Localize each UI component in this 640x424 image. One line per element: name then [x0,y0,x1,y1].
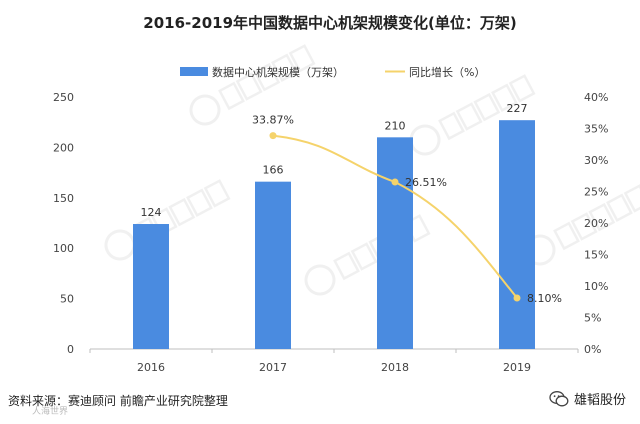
y-right-tick-label: 25% [584,186,608,199]
watermark-glyph-block [508,74,536,103]
watermark-glyph-block [553,221,580,251]
watermark-mark [189,44,316,126]
line-point [269,132,277,140]
watermark-glyph-block [288,44,316,73]
watermark-glyph-block [333,251,360,281]
watermark-glyph-block [271,53,298,83]
y-left-tick-label: 50 [60,293,74,306]
watermark-glyph-block [623,184,640,213]
legend-label-line: 同比增长（%） [409,65,485,79]
watermark-glyph-block [168,197,196,227]
bar-series: 124 166 210 227 [133,102,535,350]
y-right-tick-label: 15% [584,249,608,262]
x-tick-label: 2017 [259,361,287,374]
brand-name: 雄韬股份 [573,393,626,408]
y-left-tick-label: 150 [53,192,74,205]
watermark-glyph-block [455,102,483,131]
legend: 数据中心机架规模（万架） 同比增长（%） [180,65,485,79]
watermark-circle [304,264,336,296]
watermark-glyph-block [350,242,378,271]
y-right-tick-label: 40% [584,91,608,104]
y-right-tick-label: 10% [584,280,608,293]
bar [499,120,535,350]
legend-label-bar: 数据中心机架规模（万架） [212,65,344,79]
watermark-glyph-block [473,92,501,122]
axes: 0 50 100 150 200 250 0% 5% 10% 15% 20% 25% 30% 35% 40%… [53,91,608,374]
watermark-glyph-block [218,81,245,111]
watermark-glyph-block [235,72,263,101]
x-tick-label: 2019 [503,361,531,374]
x-tick-label: 2016 [137,361,165,374]
watermark-mark [524,184,640,266]
watermark-circle [104,229,136,261]
line-point [513,294,521,302]
watermark-glyph-block [606,193,633,223]
y-right-tick-label: 0% [584,343,601,356]
line-point [391,178,399,186]
watermark-glyph-block [588,202,616,232]
y-left-tick-label: 100 [53,242,74,255]
watermark-glyph-block [570,212,598,241]
bar-data-label: 227 [507,102,528,115]
line-series: 33.87% 26.51% 8.10% [252,114,562,305]
watermark-layer [104,44,640,296]
bar-data-label: 166 [263,164,284,177]
wechat-icon [549,390,569,406]
line-data-label: 8.10% [527,292,562,305]
legend-swatch-bar [180,67,208,76]
x-tick-label: 2018 [381,361,409,374]
chart-title: 2016-2019年中国数据中心机架规模变化(单位：万架) [143,14,516,32]
watermark-glyph-block [253,62,281,92]
watermark-glyph-block [186,188,213,218]
source-note: 资料来源：赛迪顾问 前瞻产业研究院整理 [8,394,228,408]
y-right-tick-label: 20% [584,217,608,230]
watermark-glyph-block [491,83,518,113]
watermark-circle [189,94,221,126]
y-right-tick-label: 5% [584,312,601,325]
brand-credit: 雄韬股份 [549,389,626,408]
line-data-label: 26.51% [405,176,447,189]
watermark-glyph-block [203,179,231,208]
line-data-label: 33.87% [252,114,294,127]
y-left-tick-label: 0 [67,343,74,356]
y-left-tick-label: 250 [53,91,74,104]
signature-watermark: 人海世界 [32,407,69,417]
bar-data-label: 210 [385,119,406,132]
bar-data-label: 124 [141,206,162,219]
bar [255,181,291,349]
bar [133,224,169,349]
watermark-glyph-block [438,111,465,141]
y-left-tick-label: 200 [53,141,74,154]
y-right-tick-label: 30% [584,154,608,167]
bar [377,137,413,349]
y-right-tick-label: 35% [584,123,608,136]
